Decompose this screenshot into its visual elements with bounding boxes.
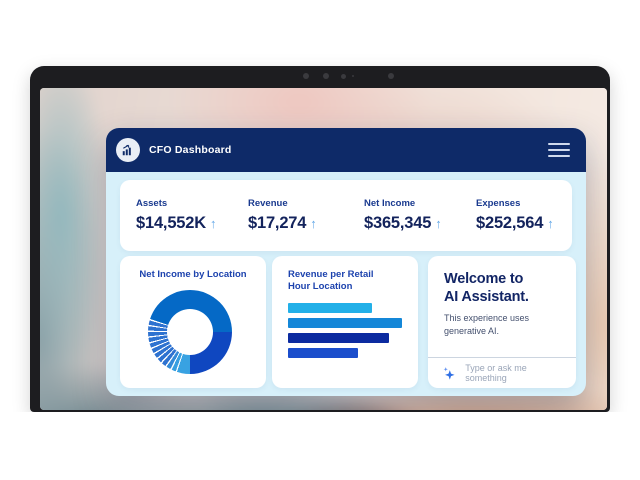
kpi-label: Expenses [476, 198, 521, 209]
tablet-device-bezel: CFO Dashboard Assets $14,552K ↑ Rev [30, 66, 610, 412]
ai-sparkle-icon [443, 366, 455, 380]
ai-subtext: This experience uses generative AI. [444, 313, 530, 336]
kpi-value: $14,552K [136, 214, 206, 232]
bar [288, 348, 358, 358]
chart-title: Net Income by Location [139, 269, 247, 280]
camera-sensor-dot [303, 73, 309, 79]
kpi-expenses: Expenses $252,564 ↑ [476, 198, 566, 233]
ai-prompt-input[interactable]: Type or ask me something [428, 358, 576, 388]
kpi-summary-card: Assets $14,552K ↑ Revenue $17,274 ↑ [120, 180, 572, 251]
ai-assistant-card: Welcome to AI Assistant. This experience… [428, 256, 576, 388]
hamburger-menu-icon[interactable] [548, 143, 570, 157]
cfo-dashboard-panel: CFO Dashboard Assets $14,552K ↑ Rev [106, 128, 586, 396]
trend-up-arrow-icon: ↑ [435, 216, 442, 231]
net-income-by-location-card: Net Income by Location [120, 256, 266, 388]
input-placeholder: Type or ask me something [465, 363, 527, 383]
camera-sensor-dot [341, 74, 346, 79]
camera-sensor-dot [388, 73, 394, 79]
bar-chart-growth-icon [122, 144, 131, 156]
bar [288, 303, 373, 313]
device-screen: CFO Dashboard Assets $14,552K ↑ Rev [40, 88, 607, 410]
kpi-assets: Assets $14,552K ↑ [136, 198, 248, 233]
donut-chart [148, 290, 232, 374]
kpi-label: Net Income [364, 198, 416, 209]
trend-up-arrow-icon: ↑ [547, 216, 554, 231]
donut-hole [167, 309, 213, 355]
trend-up-arrow-icon: ↑ [310, 216, 317, 231]
microphone-dot [352, 75, 354, 77]
page-title: CFO Dashboard [149, 144, 232, 156]
bar [288, 318, 402, 328]
revenue-per-retail-hour-card: Revenue per Retail Hour Location [272, 256, 418, 388]
bar [288, 333, 390, 343]
kpi-revenue: Revenue $17,274 ↑ [248, 198, 364, 233]
kpi-value: $252,564 [476, 214, 544, 232]
kpi-value: $365,345 [364, 214, 432, 232]
app-header: CFO Dashboard [106, 128, 586, 172]
ai-welcome-heading: Welcome to AI Assistant. [444, 271, 529, 305]
kpi-label: Assets [136, 198, 168, 209]
webcam-lens [323, 73, 329, 79]
trend-up-arrow-icon: ↑ [209, 216, 217, 231]
kpi-label: Revenue [248, 198, 288, 209]
kpi-net-income: Net Income $365,345 ↑ [364, 198, 476, 233]
photo-crop-background [0, 412, 640, 480]
kpi-value: $17,274 [248, 214, 307, 232]
bar-chart [288, 303, 402, 363]
chart-title: Revenue per Retail Hour Location [288, 269, 374, 293]
divider [428, 357, 576, 358]
app-logo [116, 138, 140, 162]
